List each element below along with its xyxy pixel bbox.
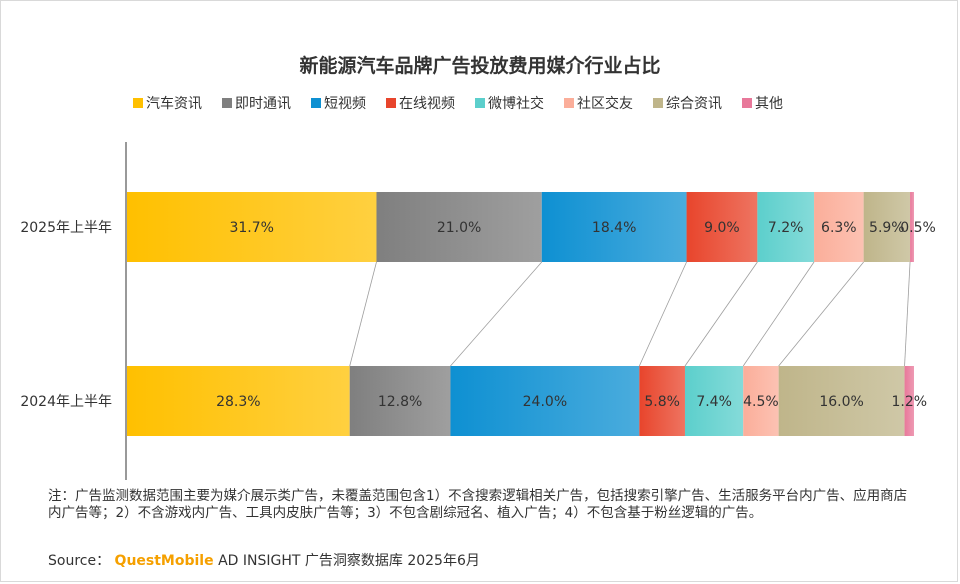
data-label-1-1: 12.8% [378, 394, 422, 410]
data-label-0-0: 31.7% [229, 220, 273, 236]
legend-swatch-2 [311, 98, 321, 108]
bar-segment-1-3 [639, 366, 685, 436]
bar-segment-1-7 [904, 366, 914, 436]
legend-swatch-6 [653, 98, 663, 108]
data-label-1-3: 5.8% [644, 394, 680, 410]
bar-segment-0-3 [686, 192, 758, 262]
connector-line-5 [778, 261, 864, 367]
category-label-0: 2025年上半年 [20, 220, 112, 236]
legend-swatch-5 [564, 98, 574, 108]
source-text: AD INSIGHT 广告洞察数据库 2025年6月 [218, 553, 480, 569]
bar-segment-0-7 [910, 192, 914, 262]
data-label-0-7: 0.5% [900, 220, 936, 236]
legend-swatch-4 [475, 98, 485, 108]
connector-line-6 [904, 261, 911, 367]
connector-line-2 [638, 261, 687, 367]
connector-line-4 [742, 261, 815, 367]
data-label-1-0: 28.3% [216, 394, 260, 410]
data-label-1-5: 4.5% [743, 394, 779, 410]
bar-segment-0-5 [814, 192, 864, 262]
legend-swatch-7 [742, 98, 752, 108]
footnote: 注：广告监测数据范围主要为媒介展示类广告，未覆盖范围包含1）不含搜索逻辑相关广告… [48, 488, 908, 521]
bar-segment-0-1 [376, 192, 542, 262]
bar-segment-1-1 [349, 366, 451, 436]
bar-segment-1-4 [684, 366, 744, 436]
connector-line-1 [450, 261, 543, 367]
connector-line-3 [684, 261, 758, 367]
data-label-1-2: 24.0% [523, 394, 567, 410]
bar-segment-1-2 [450, 366, 640, 436]
bar-segment-0-2 [541, 192, 687, 262]
legend-swatch-1 [222, 98, 232, 108]
legend-swatch-3 [386, 98, 396, 108]
data-label-0-2: 18.4% [592, 220, 636, 236]
legend-label-1: 即时通讯 [235, 96, 291, 112]
source-line: Source： QuestMobile AD INSIGHT 广告洞察数据库 2… [48, 550, 480, 570]
brand-name: QuestMobile [114, 553, 214, 569]
bar-segment-1-5 [743, 366, 779, 436]
category-label-1: 2024年上半年 [20, 394, 112, 410]
legend-label-3: 在线视频 [399, 96, 455, 112]
data-label-1-7: 1.2% [891, 394, 927, 410]
legend-label-4: 微博社交 [488, 95, 544, 112]
chart-title: 新能源汽车品牌广告投放费用媒介行业占比 [299, 54, 660, 77]
data-label-0-1: 21.0% [437, 220, 481, 236]
legend-label-0: 汽车资讯 [146, 95, 202, 112]
legend-swatch-0 [133, 98, 143, 108]
bar-segment-0-0 [127, 192, 377, 262]
data-label-0-3: 9.0% [704, 220, 740, 236]
data-label-0-6: 5.9% [869, 220, 905, 236]
data-label-1-4: 7.4% [696, 394, 732, 410]
bar-segment-0-4 [757, 192, 815, 262]
data-label-0-5: 6.3% [821, 220, 857, 236]
bar-segment-1-6 [778, 366, 905, 436]
legend-label-7: 其他 [755, 96, 783, 112]
data-label-1-6: 16.0% [819, 394, 863, 410]
legend-label-2: 短视频 [324, 96, 366, 112]
data-label-0-4: 7.2% [768, 220, 804, 236]
source-label: Source： [48, 553, 111, 569]
bar-segment-1-0 [127, 366, 350, 436]
legend-label-5: 社区交友 [577, 95, 633, 112]
legend-label-6: 综合资讯 [666, 96, 722, 112]
bar-segment-0-6 [863, 192, 911, 262]
connector-line-0 [349, 261, 377, 367]
